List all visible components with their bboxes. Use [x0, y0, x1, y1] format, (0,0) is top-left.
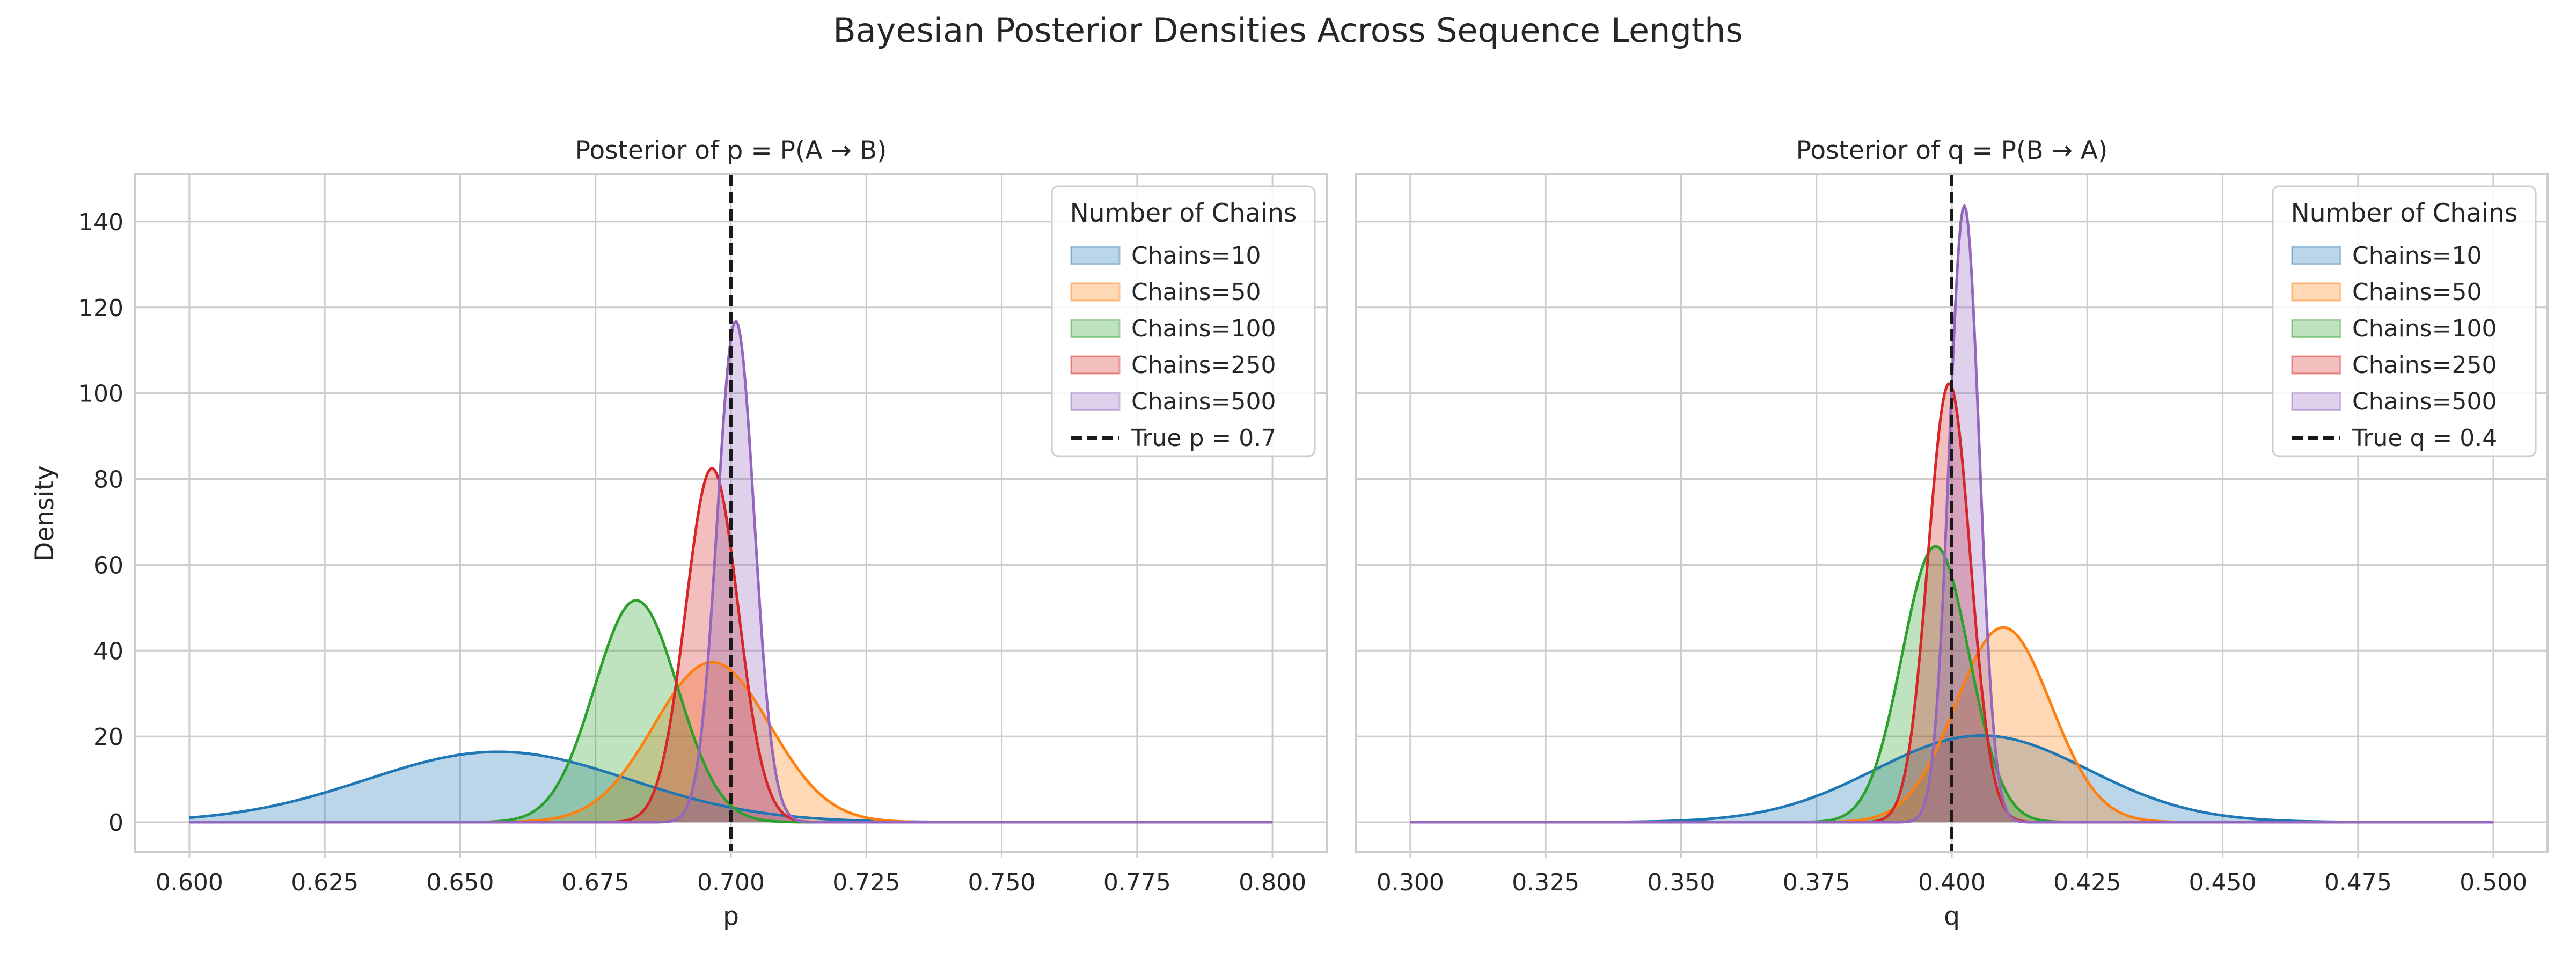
legend-label: Chains=500 — [1131, 388, 1276, 415]
subplot-title: Posterior of q = P(B → A) — [1796, 136, 2108, 165]
y-axis-label: Density — [30, 465, 60, 561]
subplot-p: 0.600 0.625 0.650 0.675 0.700 0.725 0.750 0.775… — [30, 136, 1328, 931]
x-tick-label: 0.600 — [156, 869, 223, 896]
legend-swatch-chains-50 — [2291, 282, 2341, 302]
y-tick-label: 80 — [93, 466, 123, 494]
y-tick-label: 0 — [108, 809, 123, 837]
subplot-title: Posterior of p = P(A → B) — [575, 136, 887, 165]
legend-swatch-chains-100 — [1070, 319, 1121, 338]
x-tick-label: 0.800 — [1239, 869, 1306, 896]
legend-label: Chains=500 — [2352, 388, 2497, 415]
y-tick-label: 140 — [78, 209, 123, 236]
x-tick-label: 0.675 — [562, 869, 630, 896]
figure-suptitle: Bayesian Posterior Densities Across Sequ… — [833, 11, 1743, 50]
legend-swatch-chains-500 — [1070, 392, 1121, 411]
x-tick-label: 0.325 — [1512, 869, 1579, 896]
x-axis-label: q — [1944, 902, 1960, 931]
legend-swatch-chains-250 — [2291, 355, 2341, 375]
x-tick-label: 0.425 — [2053, 869, 2121, 896]
x-axis-label: p — [723, 902, 739, 931]
legend-label: True q = 0.4 — [2352, 425, 2497, 452]
density-area-chains-250 — [1410, 384, 2494, 823]
plot-area — [1410, 174, 2494, 852]
x-tick-label: 0.350 — [1647, 869, 1715, 896]
legend-swatch-chains-250 — [1070, 355, 1121, 375]
x-tick-label: 0.725 — [832, 869, 900, 896]
x-tick-label: 0.625 — [291, 869, 358, 896]
y-tick-label: 40 — [93, 638, 123, 665]
x-tick-label: 0.400 — [1918, 869, 1986, 896]
x-tick-label: 0.650 — [426, 869, 494, 896]
legend-swatch-chains-10 — [1070, 246, 1121, 265]
y-tick-label: 20 — [93, 723, 123, 751]
x-tick-label: 0.750 — [968, 869, 1036, 896]
legend-label: Chains=10 — [1131, 242, 1261, 269]
y-tick-label: 60 — [93, 552, 123, 579]
y-tick-label: 120 — [78, 295, 123, 322]
legend-label: Chains=50 — [1131, 279, 1261, 306]
x-tick-label: 0.450 — [2189, 869, 2257, 896]
legend-swatch-chains-10 — [2291, 246, 2341, 265]
x-tick-label: 0.700 — [697, 869, 765, 896]
legend: Number of Chains Chains=10 Chains=50 Chains… — [2272, 185, 2537, 457]
legend-title: Number of Chains — [2291, 199, 2518, 228]
legend-frame — [1051, 185, 1316, 457]
plot-area — [189, 174, 1273, 852]
x-tick-label: 0.300 — [1377, 869, 1444, 896]
legend-swatch-chains-50 — [1070, 282, 1121, 302]
density-area-chains-10 — [189, 751, 1273, 823]
legend-swatch-chains-500 — [2291, 392, 2341, 411]
x-tick-label: 0.500 — [2460, 869, 2527, 896]
legend-title: Number of Chains — [1070, 199, 1297, 228]
legend-label: Chains=10 — [2352, 242, 2482, 269]
legend-label: True p = 0.7 — [1131, 425, 1276, 452]
x-tick-label: 0.475 — [2324, 869, 2392, 896]
x-tick-label: 0.775 — [1103, 869, 1171, 896]
legend-swatch-chains-100 — [2291, 319, 2341, 338]
legend-label: Chains=250 — [2352, 352, 2497, 379]
x-tick-label: 0.375 — [1783, 869, 1850, 896]
density-area-chains-100 — [1410, 546, 2494, 823]
legend-label: Chains=50 — [2352, 279, 2482, 306]
y-tick-label: 100 — [78, 380, 123, 408]
legend-label: Chains=100 — [2352, 315, 2497, 342]
grid — [135, 174, 1327, 852]
legend: Number of Chains Chains=10 Chains=50 Chains… — [1051, 185, 1316, 457]
legend-label: Chains=100 — [1131, 315, 1276, 342]
subplot-q: 0.300 0.325 0.350 0.375 0.400 0.425 0.450 0.475… — [1355, 136, 2549, 931]
density-area-chains-500 — [1410, 206, 2494, 823]
legend-label: Chains=250 — [1131, 352, 1276, 379]
legend-frame — [2272, 185, 2537, 457]
